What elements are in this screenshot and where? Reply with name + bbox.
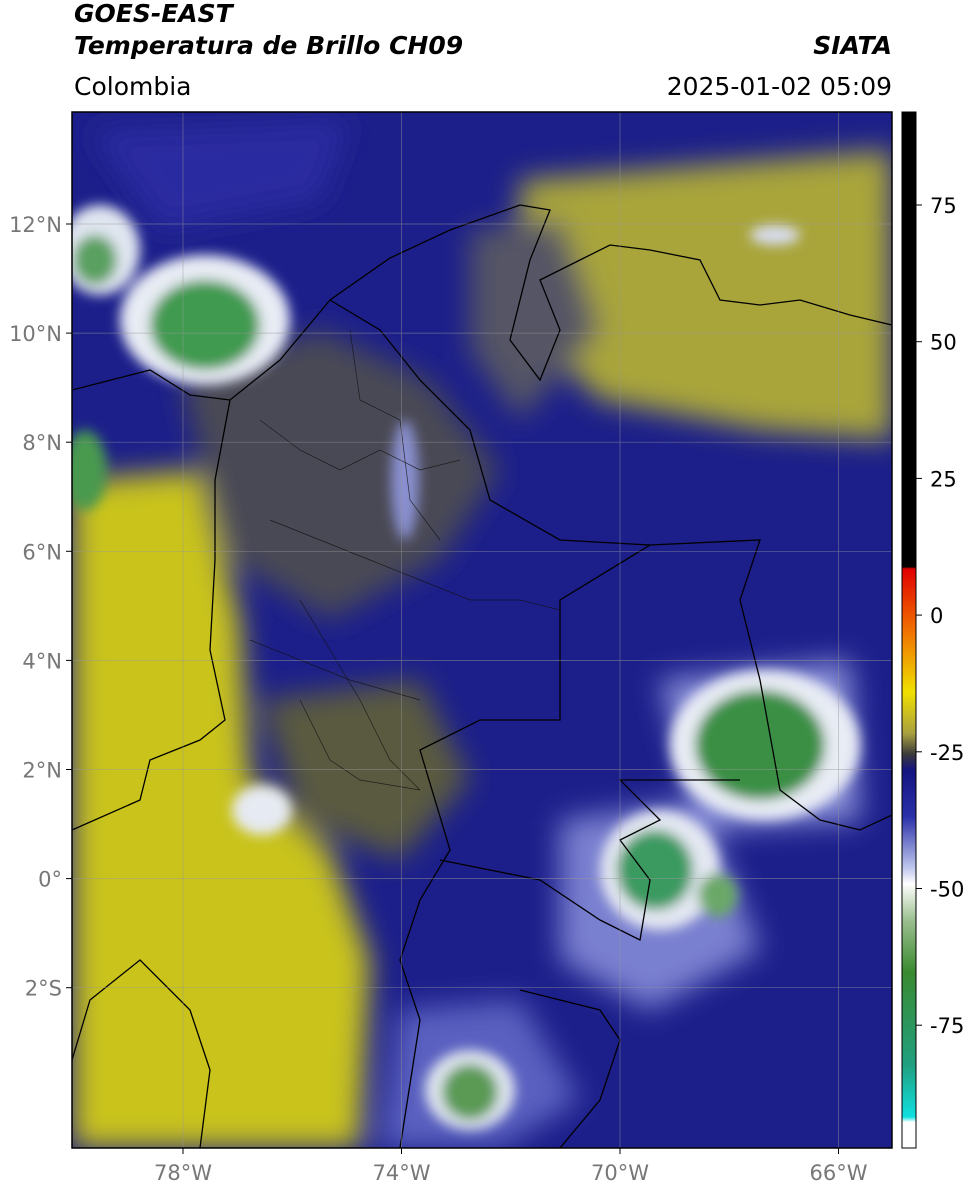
datetime: 2025-01-02 05:09 [667, 72, 892, 101]
lon-tick-label: 66°W [810, 1161, 868, 1185]
lon-tick-label: 70°W [591, 1161, 649, 1185]
lat-tick-label: 12°N [9, 213, 62, 237]
lat-tick-label: 2°S [25, 977, 62, 1001]
graticule [72, 112, 892, 1148]
lat-tick-label: 4°N [22, 649, 62, 673]
lon-tick-label: 74°W [373, 1161, 431, 1185]
colorbar-tick-label: 50 [930, 331, 957, 355]
colorbar-tick-label: -50 [930, 878, 964, 902]
source: SIATA [813, 31, 892, 60]
lat-tick-label: 0° [38, 868, 62, 892]
lat-tick-label: 8°N [22, 431, 62, 455]
map-frame [71, 111, 893, 1149]
colorbar-tick-label: 75 [930, 194, 957, 218]
lat-tick-label: 6°N [22, 540, 62, 564]
colorbar-tick-label: 25 [930, 467, 957, 491]
colorbar [901, 111, 917, 1149]
title: GOES-EAST [74, 0, 235, 28]
colorbar-tick-label: -25 [930, 741, 964, 765]
region: Colombia [74, 72, 191, 101]
lat-tick-label: 2°N [22, 759, 62, 783]
lon-tick-label: 78°W [154, 1161, 212, 1185]
subtitle: Temperatura de Brillo CH09 [74, 31, 463, 60]
lat-tick-label: 10°N [9, 322, 62, 346]
satellite-image [72, 112, 892, 1148]
colorbar-tick-label: 0 [930, 604, 943, 628]
colorbar-tick-label: -75 [930, 1014, 964, 1038]
